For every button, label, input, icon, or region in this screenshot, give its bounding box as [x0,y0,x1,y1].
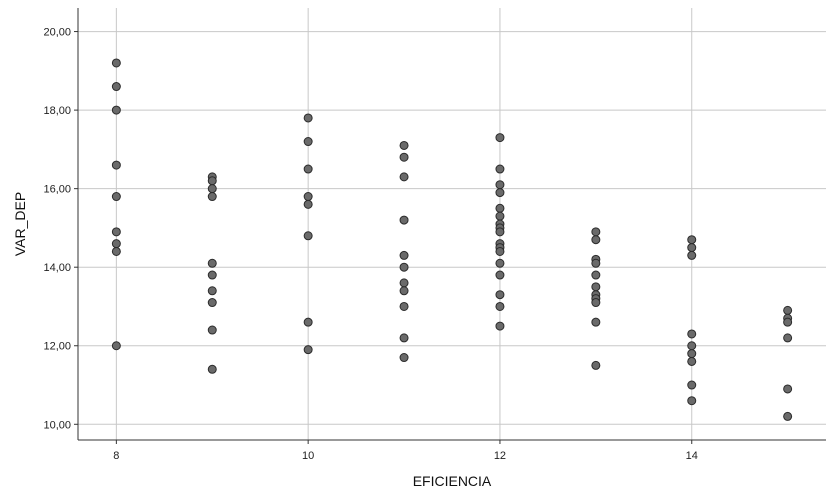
data-point [399,262,409,272]
data-point [399,152,409,162]
data-point [207,176,217,186]
data-point [591,360,601,370]
x-tick-label: 12 [494,450,506,462]
data-point [303,199,313,209]
data-point [207,298,217,308]
data-point [207,270,217,280]
data-point [111,192,121,202]
data-point [591,227,601,237]
y-tick-label: 16,00 [43,184,71,196]
y-tick-label: 10,00 [43,419,71,431]
data-point [207,192,217,202]
data-point [687,380,697,390]
x-tick-label: 10 [302,450,314,462]
data-point [207,184,217,194]
data-point [399,140,409,150]
data-point [495,211,505,221]
y-tick-label: 18,00 [43,105,71,117]
data-point [783,384,793,394]
data-point [495,321,505,331]
data-point [591,298,601,308]
data-point [687,250,697,260]
grid-layer [78,8,826,440]
x-tick-label: 8 [113,450,119,462]
data-point [591,235,601,245]
data-point [399,333,409,343]
data-point [783,411,793,421]
data-point [495,301,505,311]
data-point [111,341,121,351]
data-point [687,356,697,366]
data-point [495,227,505,237]
y-tick-label: 14,00 [43,262,71,274]
data-point [303,317,313,327]
data-point [111,227,121,237]
data-point [207,364,217,374]
data-point [303,192,313,202]
data-point [495,180,505,190]
x-tick-label: 14 [686,450,698,462]
data-point [207,325,217,335]
data-point [399,353,409,363]
data-point [687,396,697,406]
data-point [495,164,505,174]
data-point [111,160,121,170]
data-point [687,235,697,245]
data-point [399,301,409,311]
data-point [303,137,313,147]
data-point [783,333,793,343]
data-point [687,341,697,351]
point-layer [111,58,793,421]
data-point [783,317,793,327]
data-point [399,172,409,182]
data-point [111,105,121,115]
data-point [303,345,313,355]
data-point [399,215,409,225]
x-axis-title: EFICIENCIA [413,473,492,489]
data-point [303,113,313,123]
y-tick-label: 12,00 [43,341,71,353]
data-point [495,290,505,300]
data-point [303,231,313,241]
data-point [591,258,601,268]
data-point [591,317,601,327]
data-point [687,329,697,339]
data-point [591,270,601,280]
data-point [783,305,793,315]
axis-layer [77,8,826,441]
data-point [495,270,505,280]
data-point [495,133,505,143]
data-point [591,282,601,292]
data-point [111,58,121,68]
data-point [399,278,409,288]
data-point [495,188,505,198]
y-tick-label: 20,00 [43,27,71,39]
data-point [207,258,217,268]
data-point [399,250,409,260]
data-point [687,349,697,359]
y-axis-title: VAR_DEP [12,192,28,256]
data-point [495,203,505,213]
data-point [111,239,121,249]
tick-layer: 10,00 12,00 14,00 16,00 18,00 20,00 8 10 12 14 [43,27,697,462]
data-point [495,258,505,268]
data-point [303,164,313,174]
data-point [495,246,505,256]
data-point [111,246,121,256]
data-point [111,82,121,92]
data-point [399,286,409,296]
data-point [207,286,217,296]
data-point [687,243,697,253]
